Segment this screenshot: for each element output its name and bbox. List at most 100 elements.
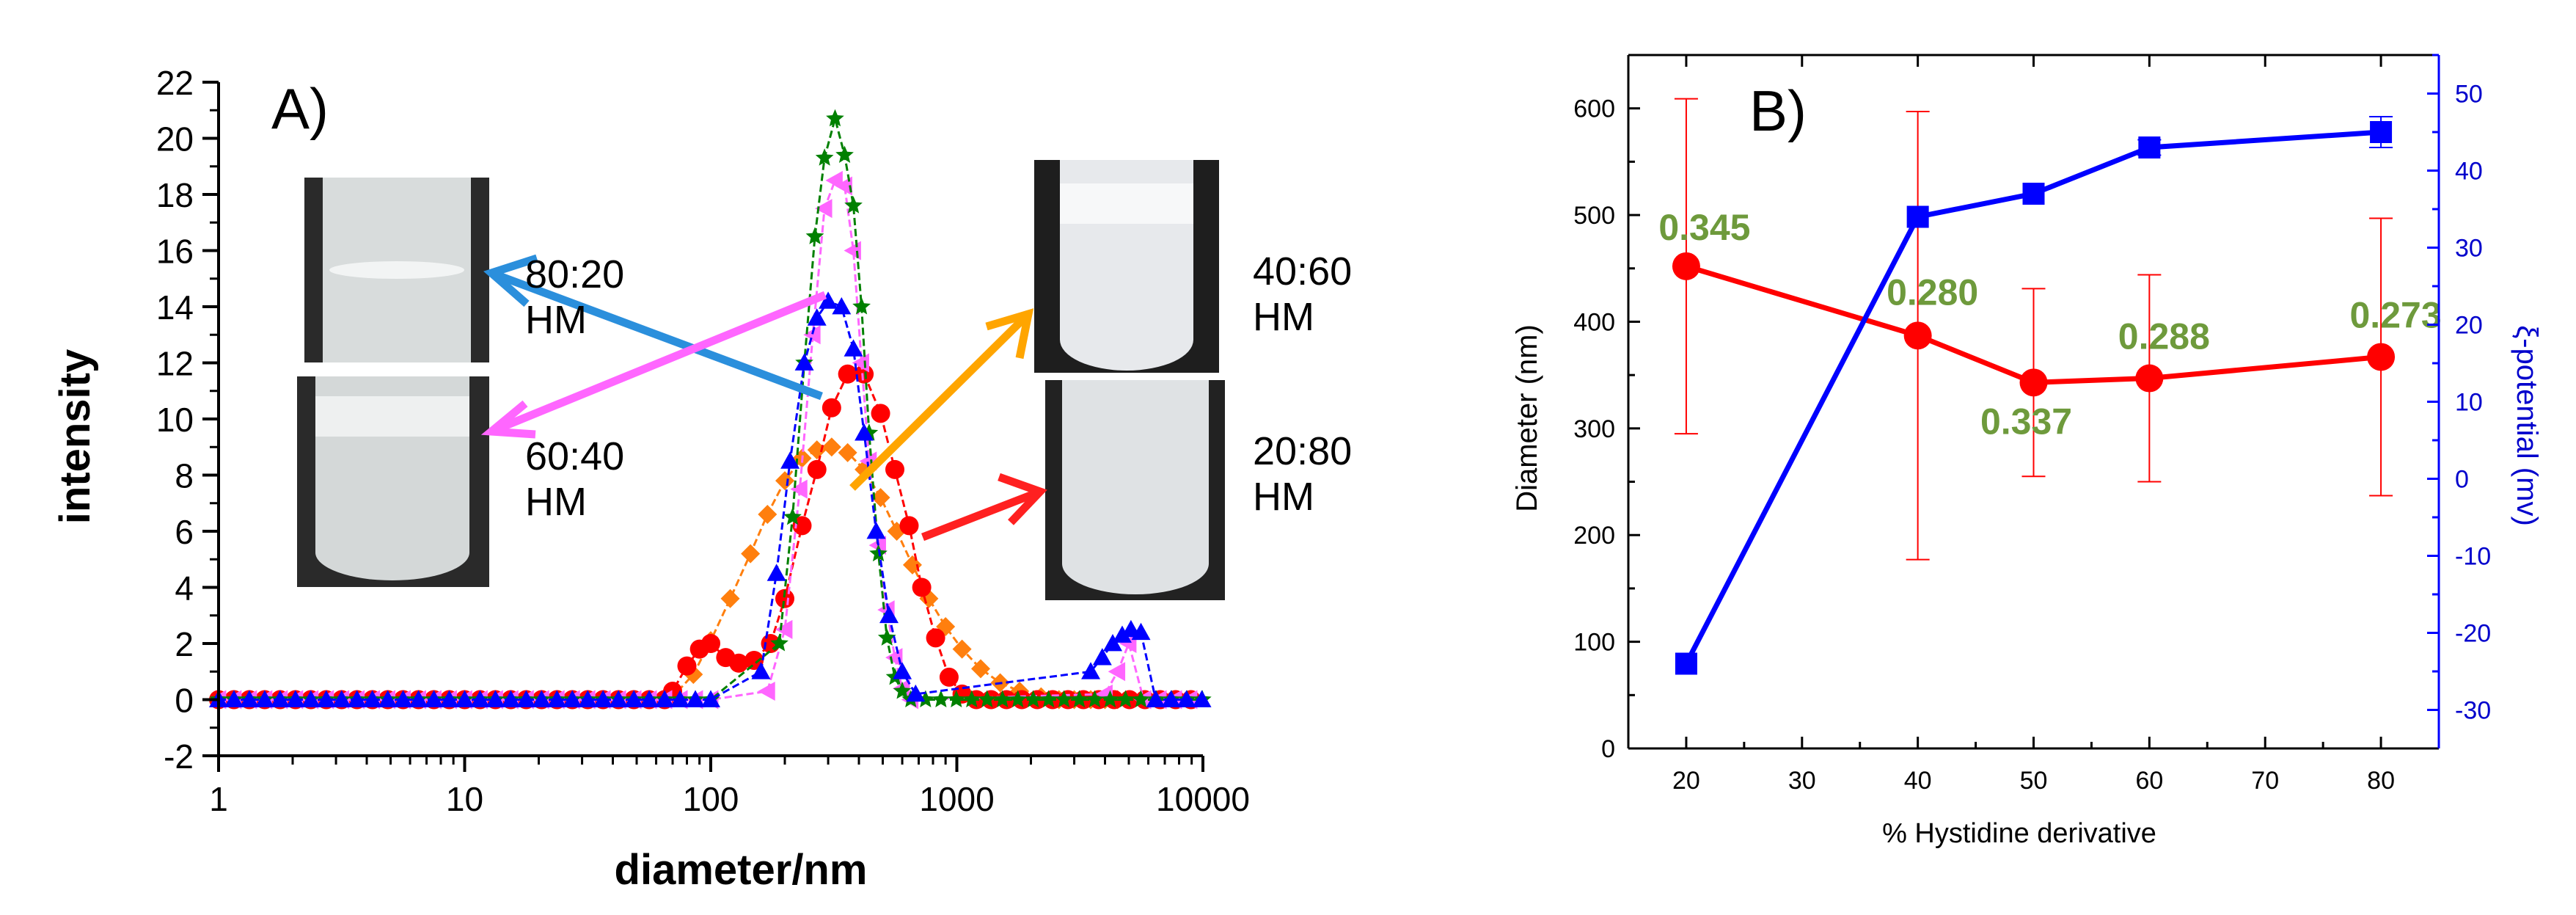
- chart-a-y-tick-label: 2: [175, 625, 194, 663]
- chart-a-point: [835, 145, 854, 163]
- chart-a-point: [720, 588, 740, 608]
- chart-a-point: [815, 199, 833, 219]
- chart-a-point: [270, 690, 290, 707]
- chart-a: A) -2 0 2 4 6 8 10 12 14 16 18 20 22 1 10 100 1000 10000: [51, 64, 1352, 894]
- chart-a-point: [378, 690, 398, 707]
- chart-a-point: [815, 148, 834, 166]
- chart-a-y-tick-label: 6: [175, 513, 194, 551]
- chart-a-point: [701, 634, 720, 653]
- arrow-80-20: [490, 269, 823, 401]
- chart-a-point: [455, 690, 475, 707]
- chart-b: 0.345 0.280 0.337 0.288 0.273 20 30 40 50 60 70 80…: [1511, 54, 2543, 849]
- chart-a-point: [1024, 690, 1042, 707]
- chart-b-right-y-tick-label: -30: [2455, 697, 2491, 725]
- chart-a-point: [885, 459, 905, 479]
- chart-a-point: [285, 690, 305, 707]
- chart-b-left-y-tick-label: 200: [1573, 522, 1615, 550]
- chart-b-series-1: [1675, 116, 2393, 675]
- chart-a-y-tick-label: 22: [156, 64, 194, 102]
- chart-a-point: [362, 690, 382, 707]
- chart-a-point: [1116, 690, 1135, 707]
- chart-b-point: [2019, 368, 2048, 397]
- chart-a-point: [1112, 625, 1132, 643]
- chart-a-point: [316, 690, 336, 707]
- chart-a-point: [1039, 690, 1058, 707]
- chart-a-series-line-4: [219, 299, 1202, 701]
- chart-b-point: [1903, 321, 1932, 350]
- chart-b-x-tick-label: 40: [1904, 767, 1932, 795]
- chart-a-point: [255, 690, 274, 707]
- chart-a-point: [1146, 690, 1166, 707]
- annotation-arrows: [480, 254, 1047, 542]
- chart-a-point: [794, 353, 814, 371]
- chart-b-point: [2022, 183, 2045, 205]
- chart-a-point: [822, 437, 841, 457]
- chart-a-y-tick-label: 0: [175, 682, 194, 720]
- chart-a-point: [563, 690, 582, 707]
- chart-a-point: [593, 690, 613, 707]
- chart-a-y-label: intensity: [51, 349, 99, 525]
- chart-a-point: [1081, 662, 1101, 679]
- annotation-20-80: 20:80: [1253, 429, 1352, 473]
- chart-b-point: [1675, 652, 1697, 675]
- chart-a-point: [807, 440, 827, 460]
- chart-b-left-y-tick-label: 100: [1573, 629, 1615, 657]
- chart-a-point: [893, 682, 912, 699]
- chart-a-point: [744, 650, 764, 670]
- chart-b-point: [2370, 121, 2393, 143]
- chart-a-point: [409, 690, 428, 707]
- chart-a-point: [1055, 690, 1073, 707]
- annotation-80-20-hm: HM: [525, 298, 587, 342]
- arrow-40-60: [849, 311, 1031, 491]
- annotation-60-40: 60:40: [525, 434, 624, 478]
- vial-photos: [297, 160, 1225, 600]
- annotation-labels: 80:20 HM 60:40 HM 40:60 HM 20:80 HM: [525, 249, 1352, 524]
- chart-a-point: [1103, 634, 1123, 652]
- chart-b-point: [1672, 252, 1700, 280]
- chart-a-point: [906, 684, 926, 702]
- chart-b-left-y-label: Diameter (nm): [1511, 324, 1543, 512]
- chart-a-y-tick-label: 4: [175, 569, 194, 608]
- chart-b-point: [1906, 205, 1929, 228]
- chart-a-point: [578, 690, 598, 707]
- chart-a-point: [640, 690, 659, 707]
- chart-a-point: [819, 291, 838, 309]
- chart-a-point: [807, 459, 827, 479]
- chart-b-right-y-tick-label: 50: [2455, 81, 2483, 109]
- chart-b-x-tick-label: 50: [2020, 767, 2048, 795]
- chart-b-x-tick-label: 20: [1672, 767, 1700, 795]
- chart-b-point: [2135, 364, 2164, 393]
- chart-a-point: [677, 656, 697, 676]
- chart-a-point: [775, 619, 793, 639]
- chart-b-left-y-tick-label: 300: [1573, 415, 1615, 443]
- chart-a-point: [871, 404, 890, 423]
- chart-a-point: [780, 451, 800, 469]
- chart-b-right-y-label: ξ-potential (mv): [2511, 325, 2543, 526]
- chart-a-x-tick-label: 100: [683, 780, 739, 818]
- chart-a-point: [624, 690, 644, 707]
- chart-a-point: [832, 297, 852, 315]
- chart-a-point: [547, 690, 567, 707]
- chart-b-right-y-tick-label: 40: [2455, 158, 2483, 186]
- chart-a-y-tick-label: -2: [164, 737, 194, 776]
- chart-a-point: [783, 507, 802, 525]
- chart-a-point: [1131, 622, 1151, 641]
- chart-a-point: [686, 690, 706, 707]
- chart-a-point: [751, 662, 771, 679]
- chart-b-panel-label: B): [1749, 79, 1807, 143]
- chart-a-point: [741, 544, 761, 564]
- chart-a-point: [301, 690, 321, 707]
- annotation-60-40-hm: HM: [525, 480, 587, 524]
- chart-a-point: [835, 176, 852, 196]
- chart-a-point: [1009, 690, 1027, 707]
- chart-a-point: [971, 659, 991, 679]
- chart-a-point: [1192, 690, 1212, 707]
- chart-a-y-tick-label: 18: [156, 176, 194, 214]
- chart-a-point: [792, 516, 812, 536]
- chart-b-point: [2138, 136, 2161, 158]
- chart-a-point: [879, 605, 899, 624]
- chart-a-point: [947, 690, 966, 707]
- chart-a-point: [916, 690, 935, 707]
- chart-a-point: [962, 690, 981, 707]
- chart-a-y-tick-label: 8: [175, 457, 194, 495]
